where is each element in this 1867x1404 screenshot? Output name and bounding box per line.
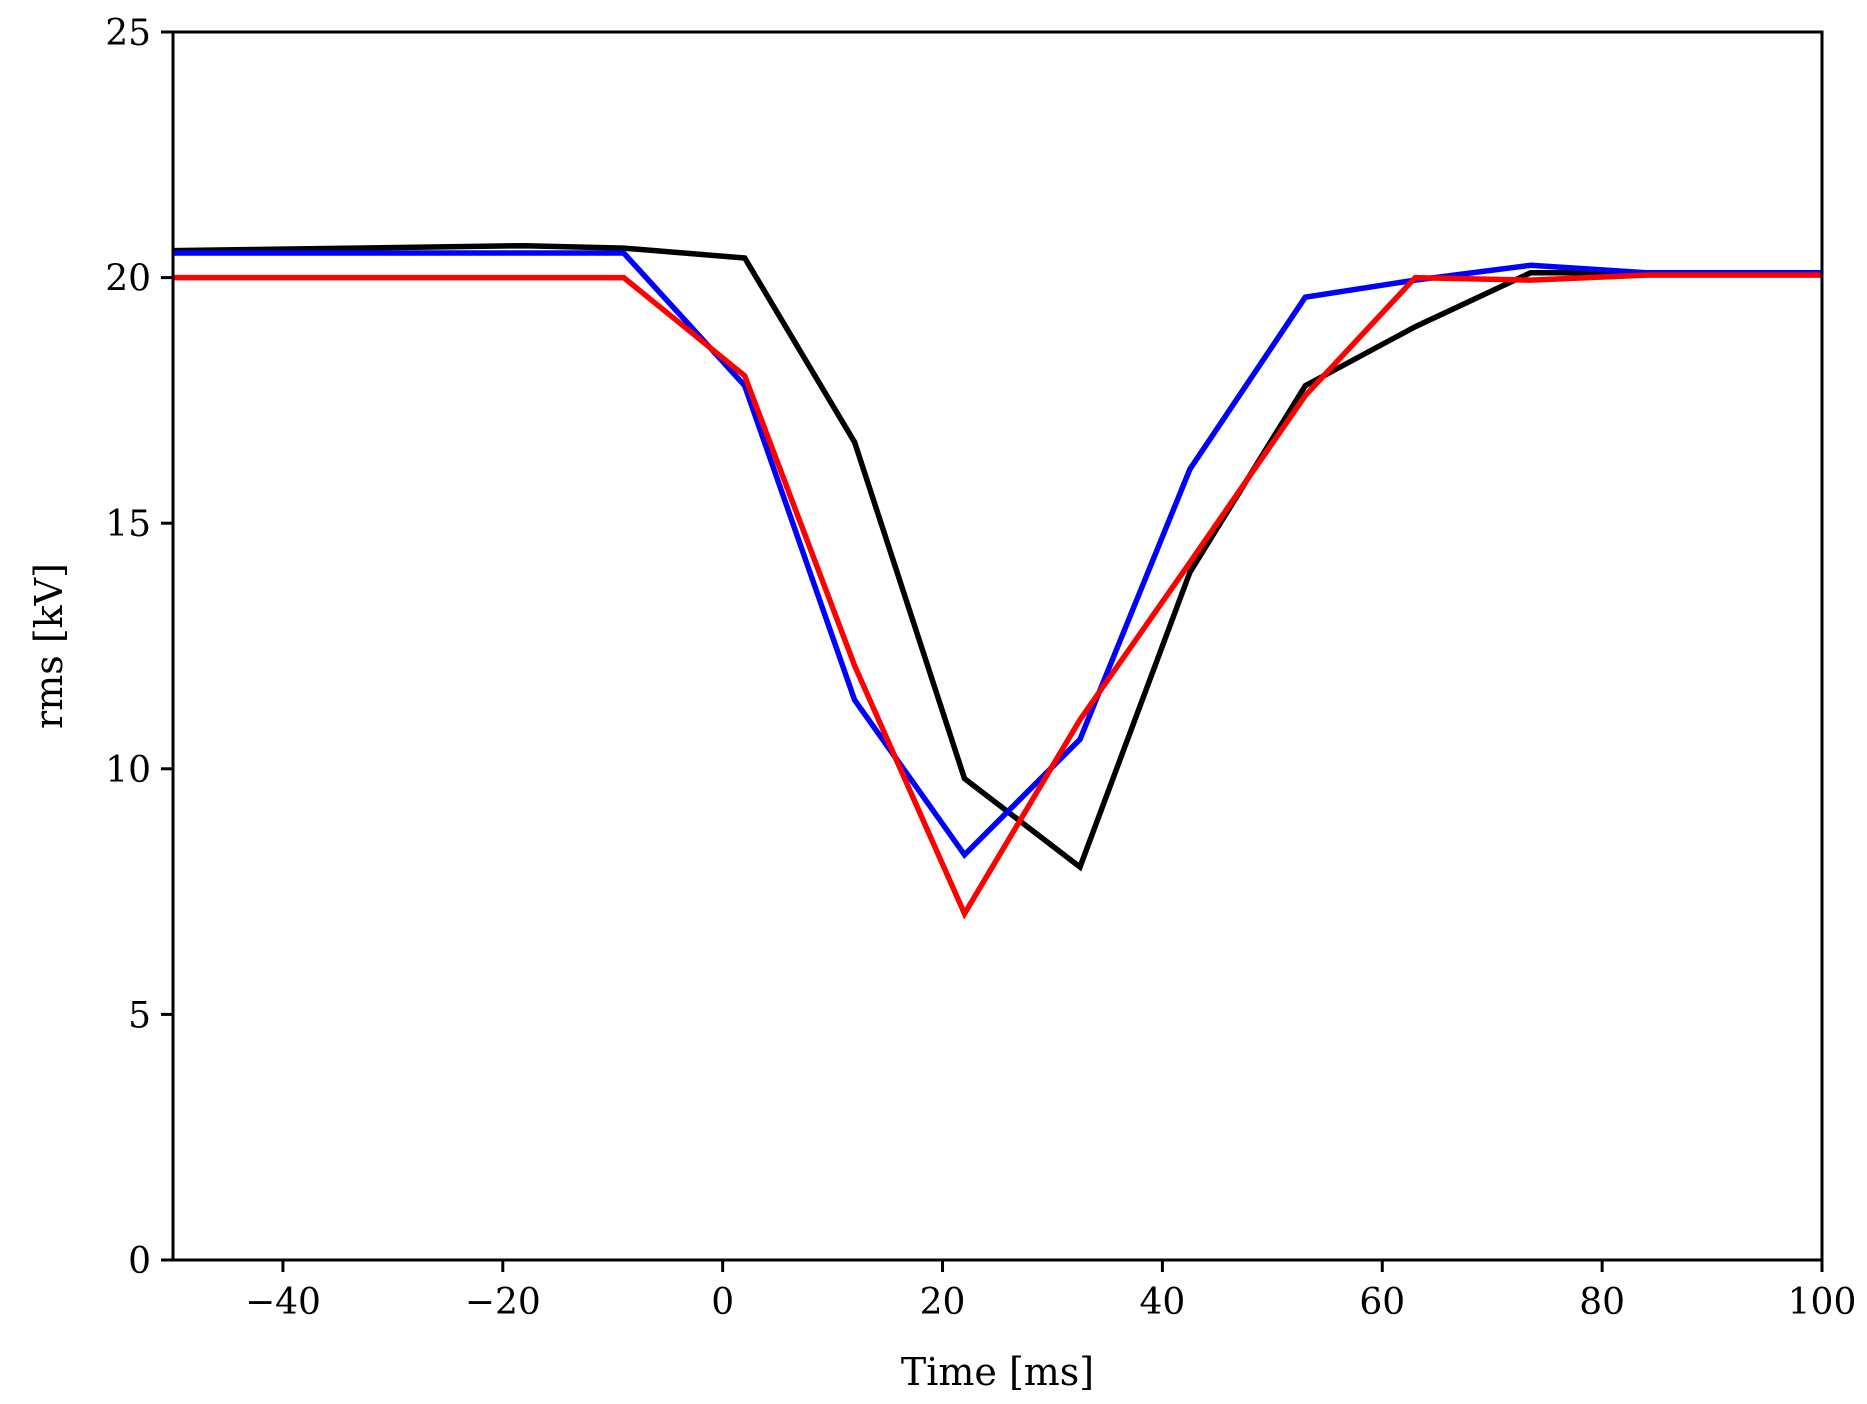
x-tick-label: 20 <box>920 1282 966 1323</box>
series-line-black <box>172 242 1822 872</box>
series-line-red <box>173 272 1822 920</box>
x-tick-label: −40 <box>245 1282 321 1323</box>
x-tick-label: 80 <box>1579 1282 1625 1323</box>
y-tick-label: 25 <box>105 13 151 54</box>
x-axis: −40 −20 0 20 40 60 80 100 <box>245 1260 1856 1323</box>
y-axis: 0 5 10 15 20 25 <box>105 13 173 1282</box>
x-tick-label: 60 <box>1359 1282 1405 1323</box>
x-tick-label: 40 <box>1139 1282 1185 1323</box>
series-layer <box>172 242 1822 920</box>
y-tick-label: 15 <box>105 504 151 545</box>
y-tick-label: 10 <box>105 750 151 791</box>
x-axis-title: Time [ms] <box>901 1350 1094 1394</box>
x-tick-label: −20 <box>465 1282 541 1323</box>
y-tick-label: 0 <box>128 1241 151 1282</box>
x-tick-label: 100 <box>1788 1282 1857 1323</box>
y-tick-label: 5 <box>128 995 151 1036</box>
y-axis-title: rms [kV] <box>27 563 71 729</box>
series-line-blue <box>173 250 1822 860</box>
x-tick-label: 0 <box>711 1282 734 1323</box>
y-tick-label: 20 <box>105 259 151 300</box>
plot-frame <box>171 30 1824 1262</box>
